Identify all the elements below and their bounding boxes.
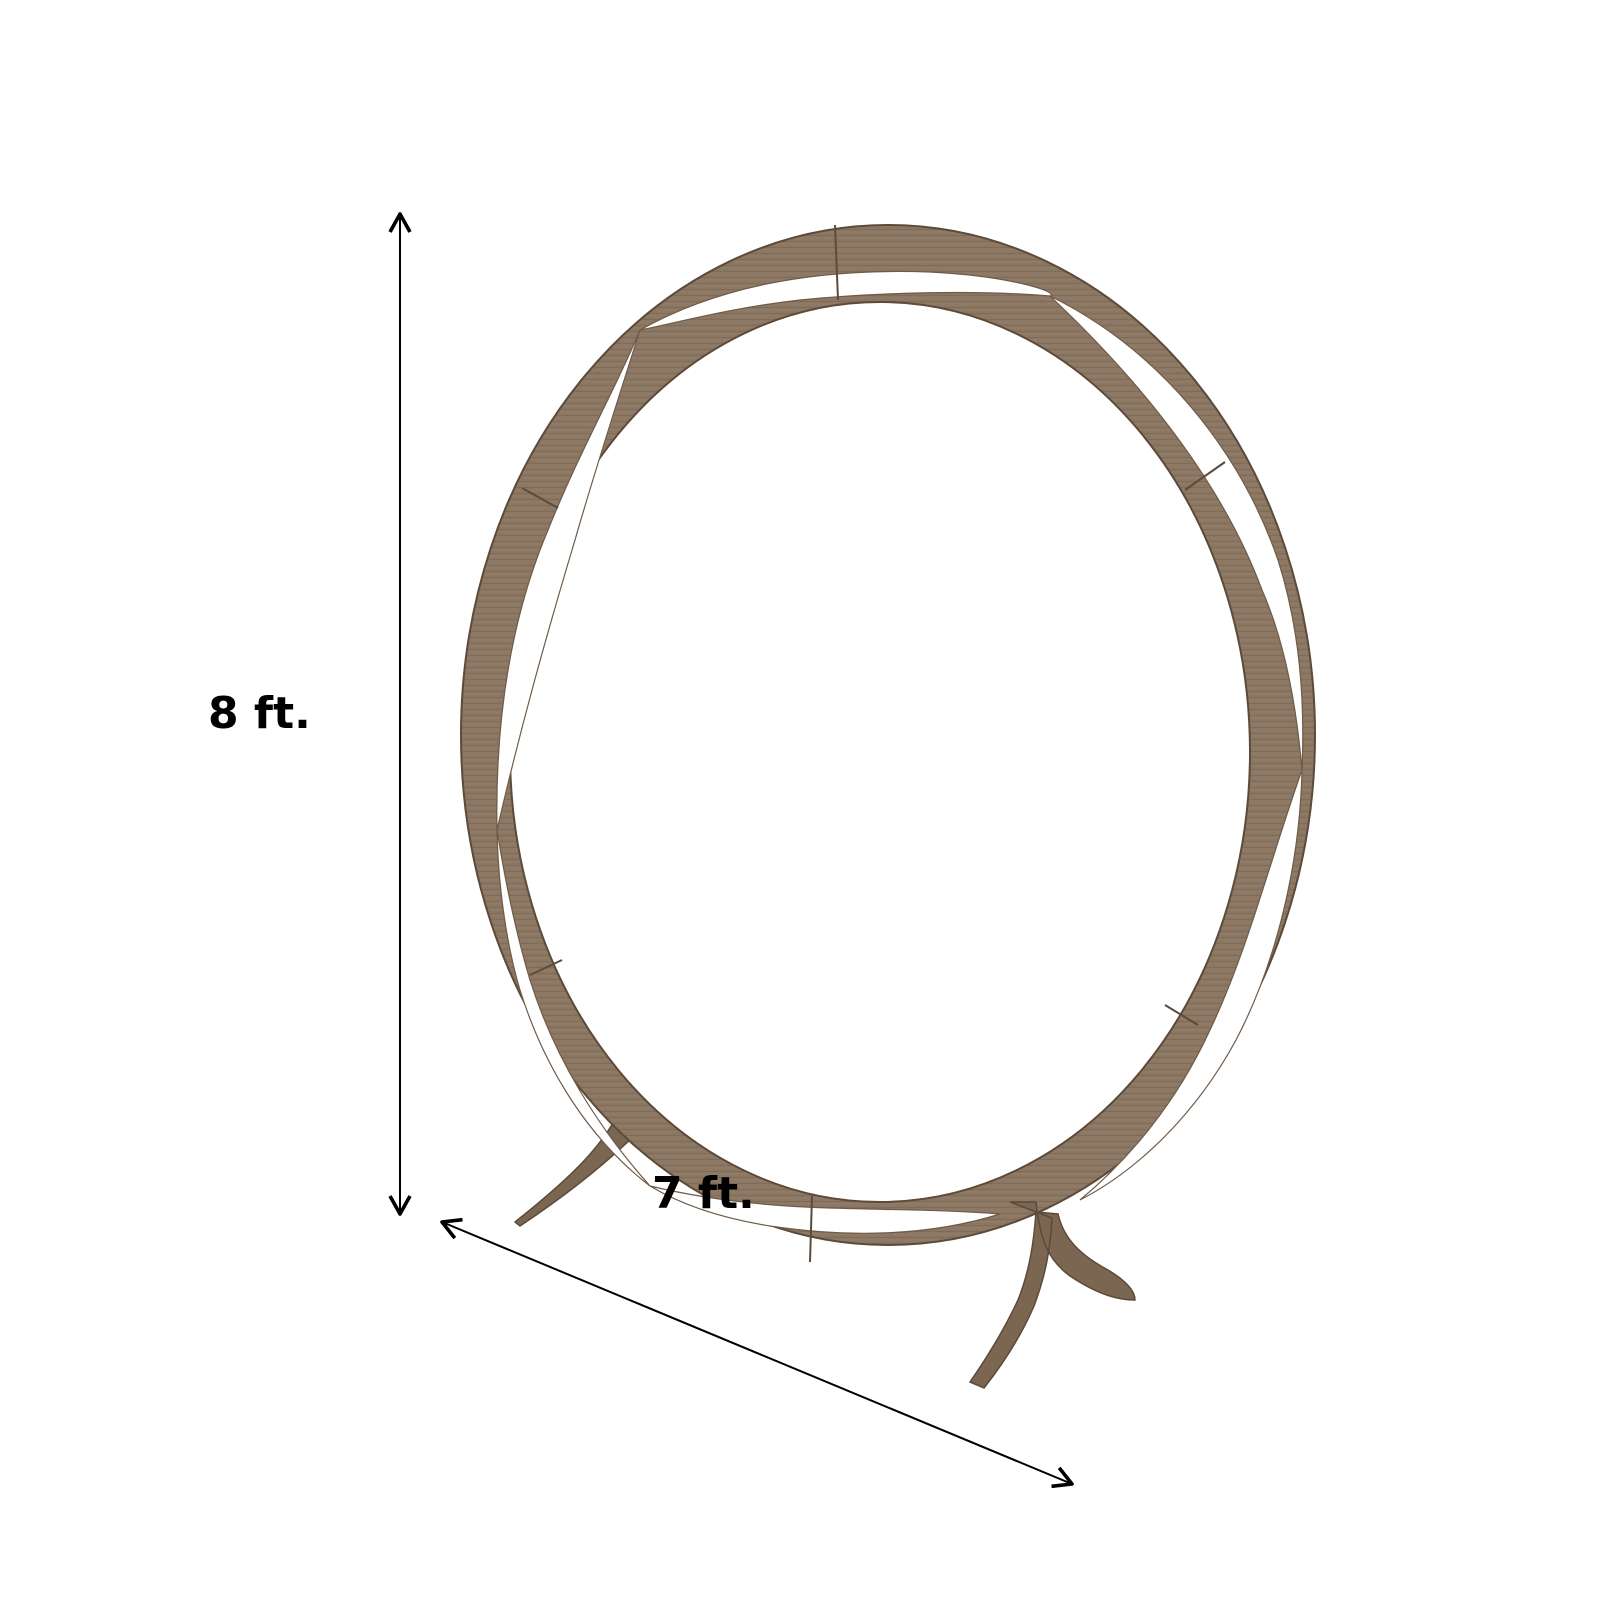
round-arch-ring	[460, 224, 1316, 1263]
width-dimension-label: 7 ft.	[652, 1168, 755, 1219]
height-dimension-label: 8 ft.	[208, 688, 311, 739]
ring-joints	[521, 224, 1226, 1263]
width-arrow	[440, 1217, 1074, 1489]
